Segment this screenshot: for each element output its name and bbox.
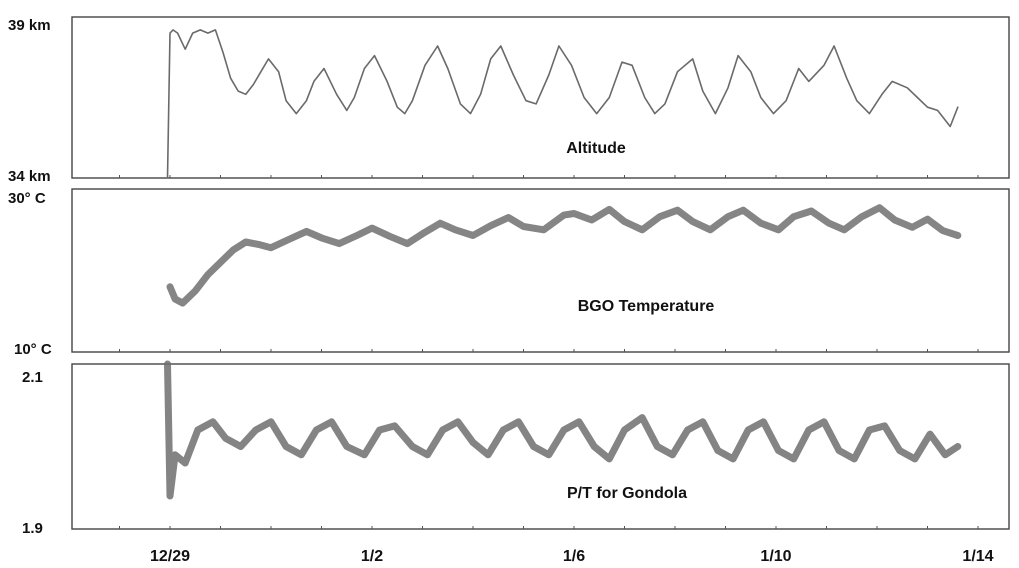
bgo-temperature-y-bottom-label: 10° C (14, 341, 52, 358)
pt-gondola-data-line (164, 360, 962, 500)
bgo-temperature-plot-frame (71, 188, 1010, 353)
bgo-temperature-data-line (166, 204, 962, 307)
x-axis-tick-labels: 12/29 1/2 1/6 1/10 1/14 (150, 548, 994, 565)
x-tick-label: 1/6 (563, 548, 585, 565)
altitude-plot-frame (71, 16, 1010, 179)
pt-gondola-x-ticks (119, 526, 979, 529)
bgo-temperature-panel-title: BGO Temperature (578, 298, 715, 315)
x-tick-label: 1/2 (361, 548, 383, 565)
altitude-panel: 39 km 34 km Altitude (8, 16, 1010, 185)
bgo-temperature-x-ticks (119, 349, 979, 352)
bgo-temperature-panel: 30° C 10° C BGO Temperature (8, 188, 1010, 358)
pt-gondola-y-top-label: 2.1 (22, 369, 43, 386)
bgo-temperature-series (166, 204, 962, 307)
pt-gondola-y-bottom-label: 1.9 (22, 520, 43, 537)
pt-gondola-series (164, 360, 962, 500)
altitude-x-ticks (119, 175, 979, 178)
altitude-y-top-label: 39 km (8, 17, 51, 34)
x-tick-label: 1/14 (962, 548, 993, 565)
altitude-series (166, 29, 959, 179)
bgo-temperature-y-top-label: 30° C (8, 190, 46, 207)
x-tick-label: 12/29 (150, 548, 190, 565)
altitude-y-bottom-label: 34 km (8, 168, 51, 185)
altitude-panel-title: Altitude (566, 140, 626, 157)
x-tick-label: 1/10 (760, 548, 791, 565)
altitude-data-line (166, 29, 959, 179)
pt-gondola-panel: 2.1 1.9 P/T for Gondola (22, 360, 1010, 537)
pt-gondola-panel-title: P/T for Gondola (567, 485, 687, 502)
